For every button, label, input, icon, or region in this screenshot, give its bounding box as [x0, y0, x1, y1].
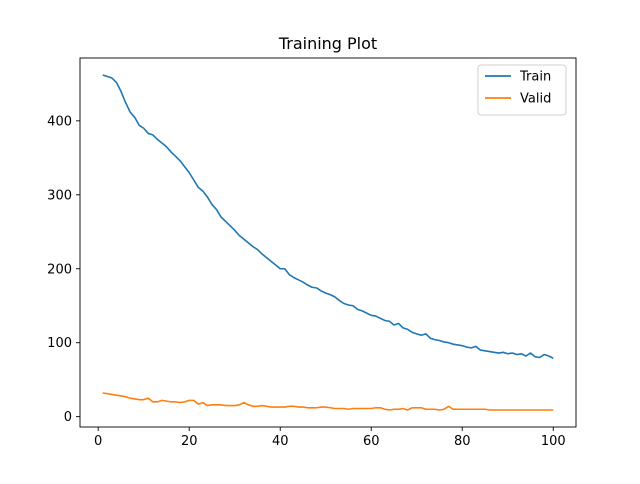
x-tick-label: 40 [272, 434, 289, 449]
y-tick-label: 400 [47, 114, 72, 129]
legend-label-train: Train [519, 70, 551, 85]
legend: Train Valid [477, 64, 567, 116]
x-tick-label: 20 [181, 434, 198, 449]
x-tick-label: 60 [363, 434, 380, 449]
legend-box [477, 64, 567, 116]
legend-label-valid: Valid [520, 92, 551, 107]
series-line-train [102, 74, 554, 359]
y-tick-label: 200 [47, 262, 72, 277]
plot-area [102, 74, 554, 411]
x-tick-label: 0 [94, 434, 102, 449]
axes: 0 20 40 60 80 100 0 100 200 300 400 [47, 57, 577, 449]
plot-frame [79, 57, 577, 428]
y-tick-label: 300 [47, 188, 72, 203]
y-tick-label: 0 [64, 410, 72, 425]
x-tick-label: 80 [454, 434, 471, 449]
y-tick-label: 100 [47, 336, 72, 351]
series-line-valid [102, 392, 554, 411]
chart-title: Training Plot [278, 34, 377, 53]
x-tick-label: 100 [541, 434, 566, 449]
